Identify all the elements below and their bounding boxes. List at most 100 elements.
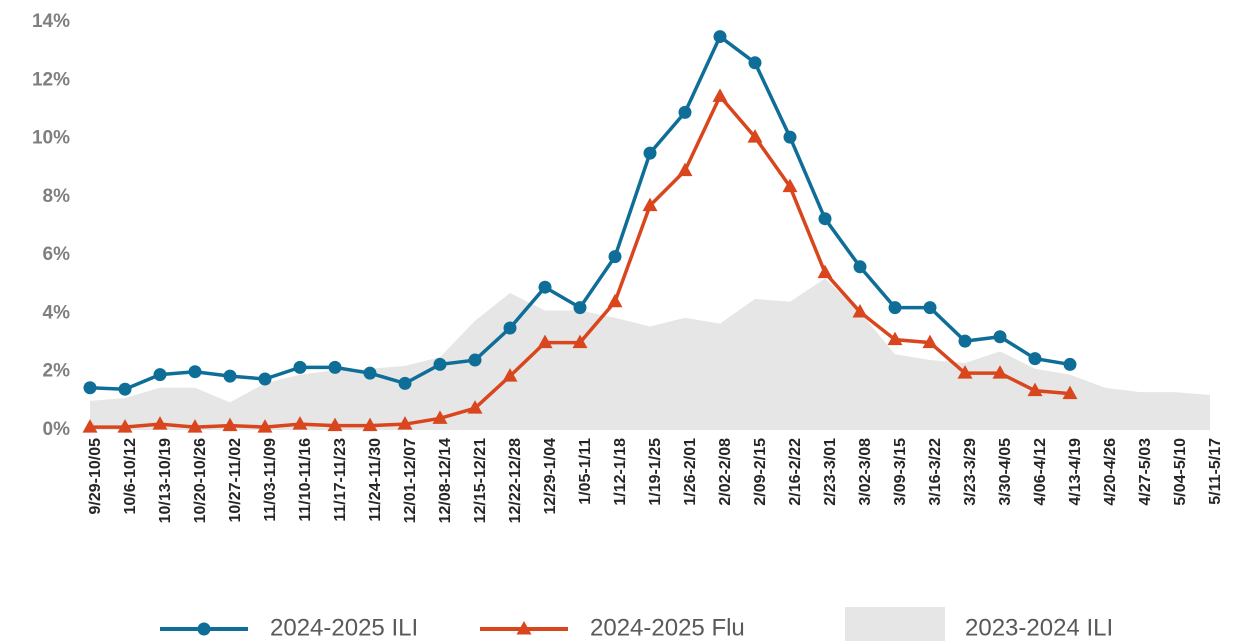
x-tick-label: 4/27-5/03 (1137, 438, 1154, 506)
legend-swatch (845, 607, 945, 641)
y-tick-label: 2% (43, 361, 71, 382)
point (292, 416, 308, 430)
legend-item: 2024-2025 ILI (160, 614, 418, 641)
x-tick-label: 4/13-4/19 (1067, 438, 1084, 506)
point (818, 212, 832, 226)
point (1027, 382, 1043, 397)
point (783, 130, 797, 144)
point (153, 368, 167, 382)
point (923, 301, 937, 315)
point (642, 197, 658, 212)
x-tick-label: 11/10-11/16 (297, 438, 314, 522)
point (397, 416, 413, 430)
point (152, 416, 168, 430)
x-tick-label: 1/19-1/25 (647, 438, 664, 506)
y-tick-label: 14% (32, 11, 70, 32)
x-tick-label: 4/06-4/12 (1032, 438, 1049, 506)
legend-marker (516, 621, 532, 635)
x-tick-label: 12/08-12/14 (437, 438, 454, 524)
point (1062, 385, 1078, 400)
point (432, 410, 448, 424)
x-tick-label: 12/29-1/04 (542, 438, 559, 515)
point (433, 357, 447, 371)
point (922, 334, 938, 349)
x-tick-label: 2/09-2/15 (752, 438, 769, 506)
x-tick-label: 10/27-11/02 (227, 438, 244, 523)
y-tick-label: 12% (32, 69, 70, 90)
point (643, 146, 657, 160)
x-tick-label: 10/13-10/19 (157, 438, 174, 524)
point (992, 365, 1008, 379)
x-tick-label: 5/11-5/17 (1207, 438, 1224, 505)
point (1063, 357, 1077, 371)
x-tick-label: 11/17-11/23 (332, 438, 349, 522)
x-tick-label: 2/16-2/22 (787, 438, 804, 506)
point (993, 330, 1007, 344)
point (328, 360, 342, 374)
point (187, 419, 203, 433)
x-tick-label: 1/05-1/11 (577, 438, 594, 505)
point (258, 372, 272, 386)
point (853, 260, 867, 274)
x-tick-label: 3/02-3/08 (857, 438, 874, 506)
point (327, 417, 343, 432)
x-tick-label: 3/09-3/15 (892, 438, 909, 506)
x-tick-label: 5/04-5/10 (1172, 438, 1189, 506)
y-tick-label: 4% (43, 302, 71, 323)
point (713, 30, 727, 44)
legend-marker (197, 622, 211, 636)
point (468, 353, 482, 367)
point (573, 301, 587, 315)
x-tick-label: 11/24-11/30 (367, 438, 384, 522)
point (398, 376, 412, 390)
x-tick-label: 12/22-12/28 (507, 438, 524, 524)
point (538, 280, 552, 294)
point (852, 303, 868, 318)
legend-label: 2024-2025 ILI (270, 614, 418, 641)
point (293, 360, 307, 374)
point (817, 264, 833, 279)
x-tick-label: 10/20-10/26 (192, 438, 209, 524)
point (117, 419, 133, 433)
x-tick-label: 10/6-10/12 (122, 438, 139, 515)
point (887, 331, 903, 346)
y-tick-label: 8% (43, 186, 71, 207)
point (748, 56, 762, 70)
point (888, 301, 902, 315)
legend-label: 2024-2025 Flu (590, 614, 745, 641)
x-tick-label: 2/02-2/08 (717, 438, 734, 506)
point (188, 365, 202, 379)
point (222, 417, 238, 432)
x-tick-label: 3/16-3/22 (927, 438, 944, 506)
x-tick-label: 3/23-3/29 (962, 438, 979, 506)
y-tick-label: 10% (32, 128, 70, 149)
x-tick-label: 12/01-12/07 (402, 438, 419, 524)
x-tick-label: 11/03-11/09 (262, 438, 279, 522)
point (118, 382, 132, 396)
x-tick-label: 12/15-12/21 (472, 438, 489, 524)
point (958, 334, 972, 348)
point (782, 178, 798, 193)
y-tick-label: 6% (43, 244, 71, 265)
point (607, 293, 623, 308)
point (678, 105, 692, 119)
point (467, 400, 483, 414)
x-tick-label: 4/20-4/26 (1102, 438, 1119, 506)
point (362, 417, 378, 432)
point (608, 250, 622, 264)
point (712, 88, 728, 102)
x-tick-label: 3/30-4/05 (997, 438, 1014, 506)
area (90, 278, 1210, 430)
legend-item: 2024-2025 Flu (480, 614, 745, 641)
point (537, 334, 553, 349)
legend-item: 2023-2024 ILI (845, 607, 1113, 641)
x-tick-label: 2/23-3/01 (822, 438, 839, 506)
point (363, 366, 377, 380)
point (677, 162, 693, 177)
point (223, 369, 237, 383)
y-tick-label: 0% (43, 419, 71, 440)
point (257, 419, 273, 433)
point (572, 334, 588, 349)
